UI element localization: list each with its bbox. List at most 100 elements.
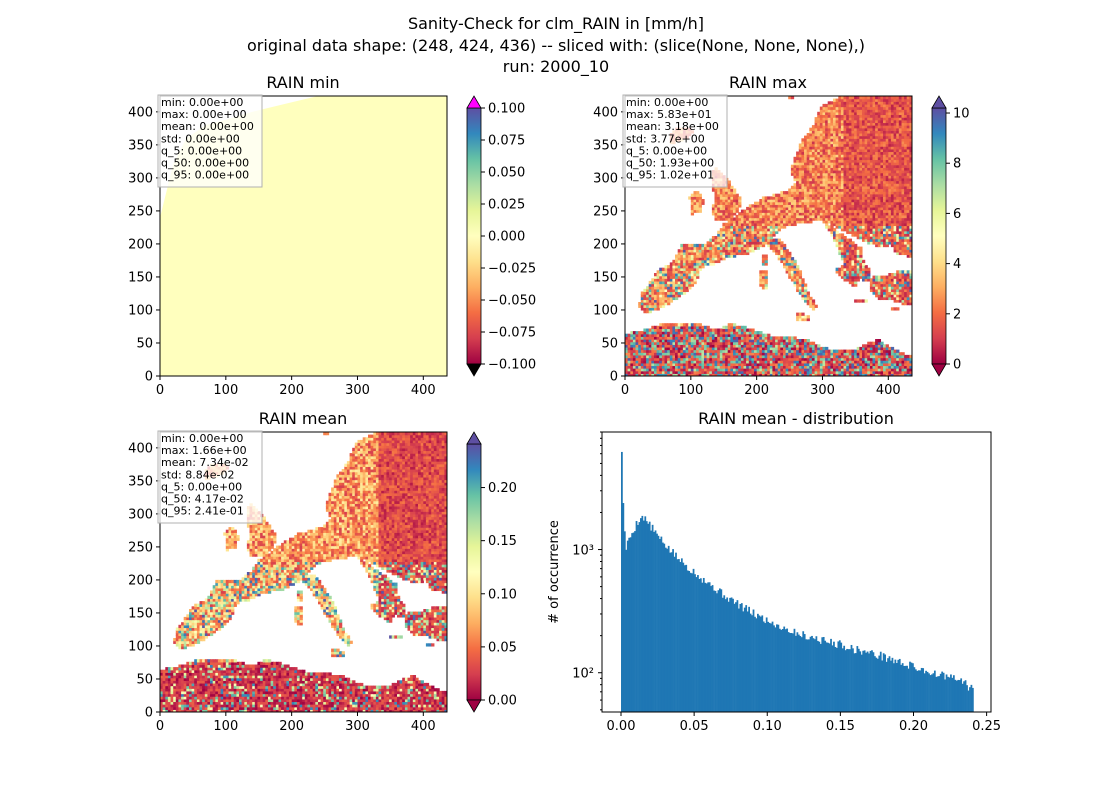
field-cell [664, 267, 668, 271]
field-cell [904, 175, 908, 179]
field-cell [759, 339, 763, 343]
field-cell [714, 249, 718, 253]
field-cell [654, 325, 658, 330]
field-cell [814, 191, 818, 195]
field-cell [835, 270, 839, 274]
field-cell [714, 344, 718, 348]
field-cell [811, 362, 816, 367]
field-cell [835, 233, 839, 237]
field-cell [877, 164, 882, 168]
field-cell [759, 217, 763, 221]
field-cell [822, 154, 826, 158]
field-cell [854, 151, 858, 155]
field-cell [898, 236, 903, 240]
field-cell [746, 243, 750, 248]
field-cell [761, 344, 766, 348]
field-cell [877, 354, 882, 359]
field-cell [659, 373, 663, 376]
field-cell [851, 138, 855, 142]
field-cell [711, 259, 716, 264]
field-cell [751, 225, 755, 229]
field-cell [746, 349, 750, 353]
field-cell [788, 217, 792, 221]
field-cell [709, 249, 713, 253]
field-cell [809, 162, 813, 166]
field-cell [840, 146, 845, 150]
field-cell [909, 214, 912, 219]
field-cell [738, 344, 742, 348]
field-cell [885, 238, 889, 242]
field-cell [711, 209, 716, 213]
field-cell [777, 193, 781, 197]
field-cell [901, 362, 905, 367]
field-cell [830, 172, 834, 176]
field-cell [793, 265, 797, 269]
field-cell [764, 209, 768, 213]
field-cell [798, 209, 803, 213]
field-cell [659, 336, 663, 340]
field-cell [854, 362, 858, 367]
field-cell [811, 175, 816, 179]
field-cell [835, 138, 839, 142]
field-cell [896, 365, 900, 369]
field-cell [764, 204, 768, 208]
field-cell [848, 265, 853, 269]
field-cell [783, 243, 787, 248]
y-tick-label: 300 [128, 171, 153, 186]
field-cell [690, 275, 695, 279]
field-cell [783, 362, 787, 367]
field-cell [825, 201, 829, 205]
field-cell [909, 175, 912, 179]
field-cell [793, 204, 797, 208]
field-cell [877, 294, 882, 298]
field-cell [783, 191, 787, 195]
field-cell [627, 346, 631, 351]
field-cell [625, 354, 629, 359]
field-cell [667, 323, 671, 327]
field-cell [664, 354, 668, 359]
field-cell [798, 193, 803, 197]
field-cell [854, 243, 858, 248]
field-cell [675, 278, 679, 282]
field-cell [804, 214, 808, 219]
field-cell [772, 196, 776, 200]
field-cell [851, 193, 855, 197]
field-cell [796, 188, 800, 192]
field-cell [693, 346, 697, 351]
field-cell [783, 222, 787, 227]
field-cell [804, 299, 808, 303]
field-cell [825, 204, 829, 208]
field-cell [651, 278, 655, 282]
field-cell [883, 135, 887, 139]
field-cell [754, 354, 758, 359]
field-cell [733, 222, 737, 227]
field-cell [643, 373, 647, 376]
field-cell [854, 162, 858, 166]
field-cell [846, 148, 850, 153]
field-cell [654, 328, 658, 332]
field-cell [717, 333, 721, 337]
field-cell [696, 323, 700, 327]
field-cell [738, 373, 742, 376]
field-cell [804, 315, 808, 319]
panel-title-rain-max: RAIN max [729, 73, 807, 92]
field-cell [722, 251, 726, 256]
colorbar-tick-label: −0.075 [488, 326, 536, 341]
field-cell [769, 214, 774, 219]
field-cell [743, 339, 747, 343]
field-cell [748, 217, 753, 221]
field-cell [680, 349, 684, 353]
field-cell [890, 167, 895, 171]
field-cell [638, 344, 642, 348]
field-cell [767, 204, 771, 208]
field-cell [856, 262, 860, 266]
field-cell [780, 201, 784, 205]
field-cell [648, 341, 652, 345]
field-cell [783, 346, 787, 351]
field-cell [730, 222, 734, 227]
field-cell [830, 360, 834, 364]
field-cell [856, 206, 860, 211]
field-cell [685, 328, 689, 332]
field-cell [696, 352, 700, 356]
field-cell [735, 228, 739, 232]
